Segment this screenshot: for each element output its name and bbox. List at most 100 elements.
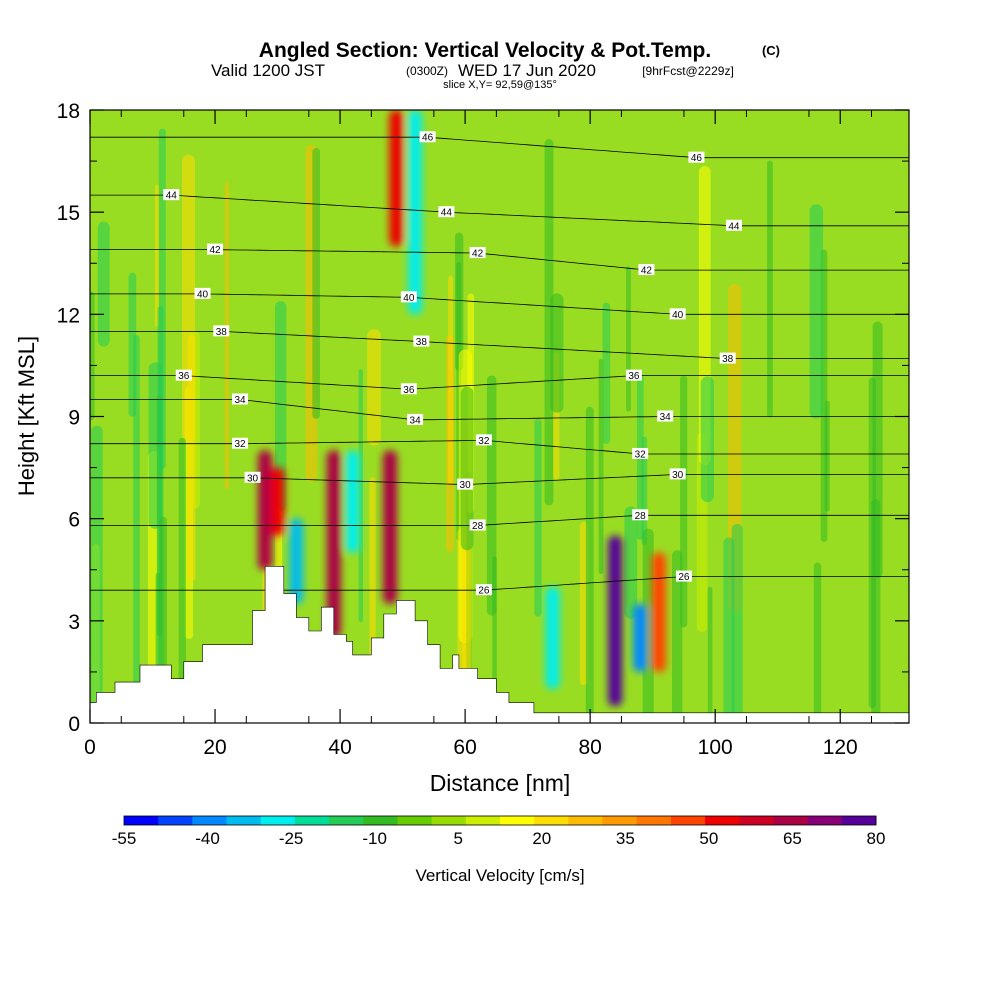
isentrope-label-box	[163, 189, 180, 201]
isentrope-label-box	[688, 151, 705, 163]
isentrope-label: 34	[657, 410, 674, 423]
isentrope-label-box	[632, 509, 649, 521]
isentrope-label: 36	[625, 369, 642, 382]
isentrope-label: 28	[469, 519, 486, 532]
velocity-stripe	[767, 160, 773, 418]
isentrope-label-box	[469, 519, 486, 531]
y-tick-label: 3	[68, 611, 80, 634]
slice-label: slice X,Y= 92,59@135°	[443, 79, 557, 91]
isentrope-label-text: 32	[635, 449, 647, 460]
isentrope-line	[90, 474, 909, 486]
colorbar-swatch	[260, 816, 296, 825]
isentrope-label-box	[438, 206, 455, 218]
isentrope-label-text: 36	[403, 385, 415, 396]
isentrope-label-box	[400, 291, 417, 303]
colorbar-label: Vertical Velocity [cm/s]	[415, 866, 584, 885]
title-unit: (C)	[762, 43, 780, 58]
isentrope-label: 36	[175, 369, 192, 382]
velocity-stripe	[598, 358, 604, 575]
velocity-stripe	[358, 369, 363, 623]
velocity-stripe	[90, 291, 95, 421]
colorbar-swatch	[739, 816, 774, 825]
colorbar-swatch	[636, 816, 672, 825]
velocity-stripe	[97, 221, 110, 347]
isentrope-labels: 26 26 28 28 30 30 30 32 32 32 34 34 34 36 36 36 38 38 38 40…	[163, 131, 742, 597]
isentrope-label-box	[669, 308, 686, 320]
colorbar-swatch	[773, 816, 809, 825]
colorbar-tick-label: 5	[453, 829, 462, 848]
colorbar-swatch	[226, 816, 262, 825]
velocity-cell	[651, 552, 666, 672]
velocity-cell	[633, 603, 648, 672]
isentrope-line	[90, 576, 909, 591]
isentrope-label-box	[407, 413, 424, 425]
isentrope-line	[90, 194, 909, 227]
isentrope-label: 26	[475, 584, 492, 597]
velocity-stripe	[91, 425, 103, 723]
isentrope-label: 30	[669, 468, 686, 481]
colorbar-tick-label: 50	[699, 829, 718, 848]
colorbar-swatch	[841, 816, 877, 825]
isentrope-label-text: 32	[234, 439, 246, 450]
velocity-stripe	[550, 293, 564, 413]
isentrope-label-text: 30	[672, 470, 684, 481]
isentrope-label-text: 30	[460, 480, 472, 491]
isentrope-label: 38	[719, 352, 736, 365]
isentrope-label-text: 30	[247, 473, 259, 484]
colorbar-swatch	[294, 816, 330, 825]
isentrope-label: 40	[194, 287, 211, 300]
colorbar-swatch	[602, 816, 638, 825]
isentrope-label-text: 46	[422, 133, 434, 144]
isentrope-label-box	[469, 247, 486, 259]
velocity-cell	[608, 535, 623, 706]
x-axis-label: Distance [nm]	[430, 770, 571, 796]
subtitle-forecast: [9hrFcst@2229z]	[642, 64, 734, 78]
velocity-stripe	[809, 204, 824, 419]
isentrope-label-text: 36	[628, 371, 640, 382]
velocity-stripe	[454, 232, 464, 371]
colorbar-swatch	[807, 816, 843, 825]
isentrope-label-text: 34	[660, 412, 672, 423]
isentrope-label-box	[669, 468, 686, 480]
velocity-stripe	[133, 334, 140, 695]
isentrope-label-text: 40	[403, 293, 415, 304]
colorbar-swatch	[500, 816, 535, 825]
velocity-cell	[408, 110, 423, 315]
isentrope-label-box	[638, 264, 655, 276]
y-tick-label: 0	[68, 713, 80, 736]
isentrope-label-text: 44	[441, 208, 453, 219]
isentrope-line	[90, 249, 909, 271]
isentrope-label-text: 32	[478, 436, 490, 447]
velocity-stripe	[448, 275, 453, 485]
isentrope-label: 44	[163, 189, 180, 202]
velocity-stripe	[460, 386, 474, 551]
velocity-cell	[545, 586, 560, 689]
y-axis-label: Height [Kft MSL]	[14, 336, 39, 496]
velocity-stripe	[731, 523, 743, 723]
velocity-stripe	[544, 139, 554, 506]
isentrope-label-text: 38	[216, 327, 228, 338]
isentrope-label-text: 46	[691, 153, 703, 164]
isentrope-line	[90, 293, 909, 315]
colorbar-swatch	[363, 816, 398, 825]
isentrope-label-box	[413, 335, 430, 347]
isentrope-label: 46	[688, 151, 705, 164]
isentrope-label-box	[719, 352, 736, 364]
colorbar	[123, 815, 877, 826]
x-tick-label: 80	[578, 736, 601, 759]
isentrope-label-box	[625, 369, 642, 381]
isentrope-label: 30	[244, 471, 261, 484]
isentrope-label-text: 34	[410, 415, 422, 426]
isentrope-label-box	[419, 131, 436, 143]
velocity-stripe	[274, 301, 287, 511]
isentrope-label-text: 40	[197, 289, 209, 300]
isentrope-label: 40	[669, 308, 686, 321]
isentrope-label-box	[632, 447, 649, 459]
isentrope-label-text: 34	[234, 395, 246, 406]
colorbar-tick-label: 80	[867, 829, 886, 848]
colorbar-tick-label: 35	[616, 829, 635, 848]
isentrope-label: 42	[638, 264, 655, 277]
